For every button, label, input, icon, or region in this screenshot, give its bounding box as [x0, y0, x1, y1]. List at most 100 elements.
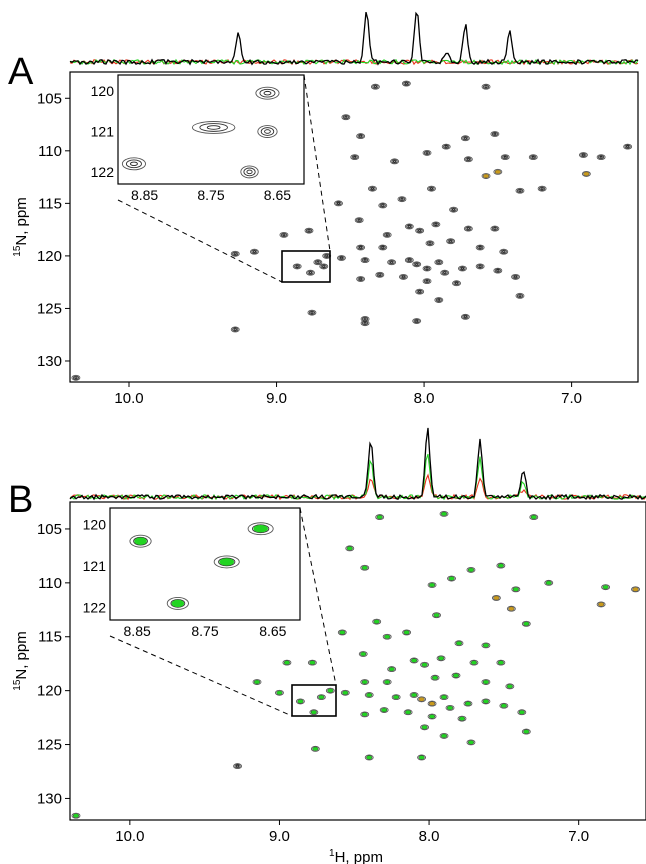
peak-43 — [427, 700, 437, 707]
spectrum-green — [69, 58, 639, 66]
peak-52 — [398, 273, 408, 280]
peak-44 — [404, 257, 414, 264]
peak-40 — [391, 694, 401, 701]
peak-15 — [631, 586, 640, 593]
peak-3 — [481, 83, 491, 90]
zoom-connector — [303, 74, 331, 252]
peak-43 — [387, 259, 397, 266]
peak-45 — [445, 704, 455, 711]
peak-12 — [500, 154, 510, 161]
y-tick-label: 110 — [38, 143, 62, 160]
peak-69 — [309, 709, 319, 716]
plot-frame — [69, 71, 639, 383]
peak-68 — [460, 313, 470, 320]
peak-50 — [427, 713, 437, 720]
peak-13 — [506, 605, 516, 612]
peak-42 — [417, 696, 427, 703]
peak-51 — [457, 715, 467, 722]
zoom-region-box — [291, 684, 337, 717]
peak-57 — [511, 273, 520, 280]
peak-22 — [454, 640, 464, 647]
peak-33 — [304, 227, 314, 234]
peak-41 — [337, 255, 346, 261]
peak-66 — [230, 326, 240, 333]
peak-58 — [415, 288, 425, 295]
peak-56 — [493, 267, 503, 274]
peak-33 — [382, 679, 392, 685]
peak-36 — [481, 679, 491, 685]
y-tick-label: 125 — [37, 737, 62, 754]
plot-frame — [69, 501, 646, 821]
y-tick-label: 105 — [37, 90, 62, 107]
peak-31 — [463, 225, 473, 232]
panel-a: A 10.0 9.0 8.0 7.0 105 110 115 120 125 130 15N, ppm… — [8, 11, 639, 407]
inset-peak-3 — [121, 157, 146, 171]
peak-51 — [375, 271, 385, 278]
peak-62 — [279, 231, 289, 238]
y-tick-label: 110 — [38, 575, 62, 592]
peak-42 — [360, 257, 370, 264]
peak-8 — [427, 582, 437, 588]
peak-21 — [382, 633, 392, 640]
panel-label: A — [8, 51, 34, 93]
peak-48 — [379, 707, 389, 713]
peak-46 — [422, 265, 432, 272]
peak-62 — [417, 754, 427, 761]
y-axis-label: 15N, ppm — [12, 197, 30, 256]
peak-29 — [415, 227, 425, 234]
peak-10 — [350, 154, 360, 161]
peak-39 — [364, 692, 374, 698]
peak-58 — [282, 659, 292, 666]
peak-32 — [360, 679, 370, 685]
peak-14 — [596, 601, 606, 608]
peak-68 — [325, 687, 335, 694]
peak-0 — [341, 114, 351, 121]
zoom-region-box — [281, 250, 331, 283]
peak-4 — [356, 133, 366, 140]
peak-38 — [340, 689, 350, 696]
spectrum-green — [69, 453, 646, 501]
peak-10 — [511, 586, 521, 593]
peak-6 — [460, 135, 470, 142]
x-tick-label: 10.0 — [114, 390, 143, 407]
zoom-connector — [117, 199, 283, 283]
inset-x-tick-label: 8.85 — [131, 187, 158, 203]
peak-5 — [490, 131, 500, 137]
peak-24 — [334, 200, 343, 207]
peak-31 — [387, 666, 397, 673]
peak-17 — [372, 618, 382, 625]
peak-6 — [466, 566, 476, 573]
inset-peak-2 — [213, 555, 240, 569]
peak-41 — [409, 692, 419, 698]
peak-21 — [368, 185, 377, 192]
y-tick-label: 105 — [37, 521, 62, 538]
peak-52 — [360, 711, 370, 718]
peak-67 — [316, 694, 326, 701]
peak-19 — [521, 620, 531, 627]
peak-56 — [439, 732, 449, 739]
y-tick-label: 130 — [37, 353, 62, 370]
peak-17 — [481, 173, 491, 179]
peak-57 — [252, 679, 262, 685]
peak-44 — [439, 694, 449, 701]
peak-3 — [529, 514, 539, 521]
inset-frame — [109, 507, 301, 621]
peak-11 — [463, 156, 473, 163]
zoom-connector — [109, 635, 293, 717]
peak-32 — [490, 225, 500, 232]
inset-y-tick-label: 122 — [83, 600, 107, 616]
peak-28 — [469, 659, 479, 666]
peak-7 — [447, 575, 456, 582]
x-tick-label: 10.0 — [115, 828, 144, 845]
peak-20 — [337, 629, 347, 636]
peak-25 — [409, 657, 419, 664]
peak-27 — [436, 655, 446, 662]
peak-22 — [397, 196, 407, 203]
peak-1 — [370, 83, 380, 90]
panel-b: B 10.0 9.0 8.0 7.0 105 110 115 120 125 130 15N, ppm… — [8, 427, 646, 864]
inset-y-tick-label: 121 — [91, 124, 115, 140]
peak-37 — [505, 683, 515, 690]
x-tick-label: 9.0 — [266, 390, 287, 407]
peak-18 — [402, 629, 412, 636]
